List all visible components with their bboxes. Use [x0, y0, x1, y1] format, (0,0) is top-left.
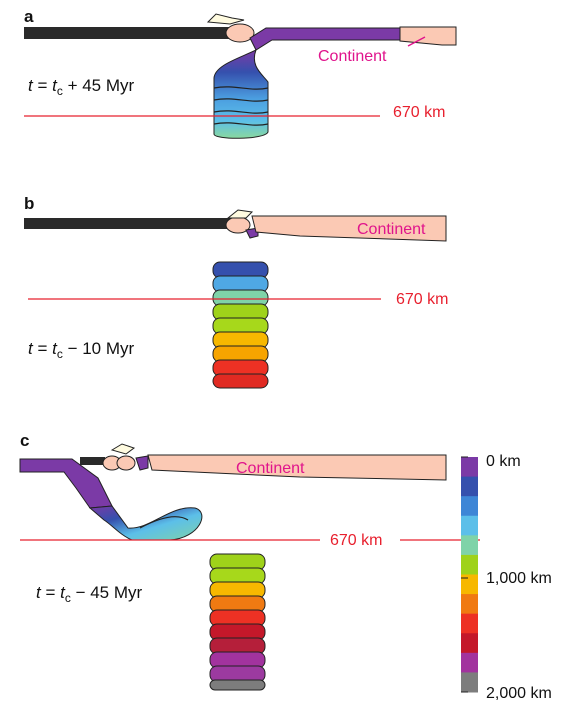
panel-b-continent-label: Continent: [357, 221, 426, 238]
panel-a-oceanic-plate: [24, 27, 236, 39]
depth-scale-segment: [461, 633, 478, 654]
panel-b-slab-stub: [245, 227, 259, 239]
scale-label-top: 0 km: [486, 453, 521, 470]
depth-scale-segment: [461, 613, 478, 634]
panel-b-depth-label: 670 km: [396, 291, 448, 308]
panel-c-continent: [147, 454, 447, 481]
panel-c-slab: [88, 505, 203, 541]
panel-a-letter: a: [24, 7, 34, 26]
depth-scale-segment: [461, 652, 478, 673]
panel-b-letter: b: [24, 194, 34, 213]
depth-scale-segment: [461, 554, 478, 575]
panel-b-time-label: t = tc − 10 Myr: [28, 339, 135, 361]
panel-c-black-strip: [80, 457, 105, 465]
panel-c-volcano-icon: [110, 443, 136, 455]
panel-b-oceanic-plate: [24, 218, 234, 229]
panel-a-time-label: t = tc + 45 Myr: [28, 76, 135, 98]
panel-c-slab-pile: [209, 553, 266, 691]
panel-c-island-arc-2: [116, 455, 136, 471]
panel-a-continent-pointer: [407, 36, 426, 47]
depth-scale-segment: [461, 496, 478, 517]
depth-scale-segment: [461, 594, 478, 615]
panel-b-volcano-icon: [226, 209, 254, 219]
panel-b-slab-pile: [212, 261, 269, 389]
depth-scale-segment: [461, 535, 478, 556]
panel-a: a Continent 670 km t = tc + 45 Myr: [24, 7, 457, 139]
panel-a-island-arc: [225, 23, 255, 43]
scale-label-bottom: 2,000 km: [486, 685, 552, 702]
depth-scale-segment: [461, 515, 478, 536]
depth-scale-segments: [461, 457, 478, 693]
panel-a-slab-pile: [213, 48, 269, 139]
panel-c-slab-stub: [135, 455, 149, 471]
panel-c-oceanic-plate: [19, 458, 113, 509]
depth-scale-segment: [461, 672, 478, 693]
depth-scale-segment: [461, 574, 478, 595]
depth-color-scale: 0 km 1,000 km 2,000 km: [461, 453, 552, 702]
panel-a-subducting-plate: [249, 27, 406, 51]
panel-b: b Continent 670 km t = tc − 10 Myr: [24, 194, 448, 389]
panel-c: c Continent 670 km t = tc − 45 Myr: [19, 431, 480, 691]
panel-b-continent: [251, 215, 447, 242]
depth-scale-segment: [461, 476, 478, 497]
panel-c-letter: c: [20, 431, 29, 450]
panel-c-depth-label: 670 km: [330, 532, 382, 549]
panel-a-volcano-icon: [206, 13, 245, 25]
panel-c-time-label: t = tc − 45 Myr: [36, 583, 143, 605]
panel-a-depth-label: 670 km: [393, 104, 445, 121]
scale-label-mid: 1,000 km: [486, 570, 552, 587]
depth-scale-segment: [461, 457, 478, 478]
panel-a-continent: [399, 26, 457, 46]
panel-a-continent-label: Continent: [318, 48, 387, 65]
panel-c-continent-label: Continent: [236, 460, 305, 477]
